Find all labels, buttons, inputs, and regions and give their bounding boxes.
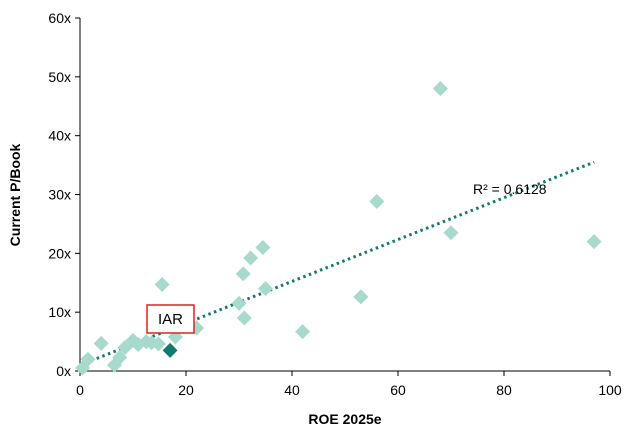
data-point — [231, 295, 247, 311]
y-ticks: 0x 10x 20x 30x 40x 50x 60x — [48, 10, 80, 379]
y-axis-title: Current P/Book — [7, 143, 23, 246]
data-point — [112, 349, 128, 365]
y-tick-label: 30x — [48, 187, 71, 203]
x-tick-label: 20 — [178, 382, 194, 398]
x-axis-title: ROE 2025e — [308, 411, 381, 427]
data-point — [150, 336, 166, 352]
data-point — [80, 351, 96, 367]
data-point — [295, 324, 311, 340]
data-point — [258, 281, 273, 297]
data-point — [235, 266, 251, 282]
x-tick-label: 100 — [598, 382, 622, 398]
data-point — [93, 335, 109, 351]
y-tick-label: 40x — [48, 128, 71, 144]
data-point — [117, 339, 133, 355]
data-point — [443, 225, 459, 241]
data-point — [353, 289, 369, 305]
y-tick-label: 10x — [48, 304, 71, 320]
y-tick-label: 20x — [48, 245, 71, 261]
data-point — [255, 239, 271, 255]
data-point — [586, 234, 602, 250]
callout-box — [146, 304, 195, 334]
x-tick-label: 80 — [496, 382, 512, 398]
y-tick-label: 60x — [48, 10, 71, 26]
data-point — [432, 81, 448, 97]
highlight-point-iar — [162, 342, 178, 358]
iar-callout: IAR — [146, 304, 195, 334]
data-point — [236, 310, 252, 326]
x-tick-label: 60 — [390, 382, 406, 398]
data-point — [369, 194, 385, 210]
x-tick-label: 0 — [76, 382, 84, 398]
y-tick-label: 50x — [48, 69, 71, 85]
x-tick-label: 40 — [284, 382, 300, 398]
callout-label: IAR — [158, 311, 183, 328]
data-point — [154, 277, 170, 293]
x-ticks: 0 20 40 60 80 100 — [76, 371, 622, 398]
r-squared-annotation: R² = 0.6128 — [473, 181, 547, 197]
y-tick-label: 0x — [56, 363, 71, 379]
data-point — [243, 250, 259, 266]
